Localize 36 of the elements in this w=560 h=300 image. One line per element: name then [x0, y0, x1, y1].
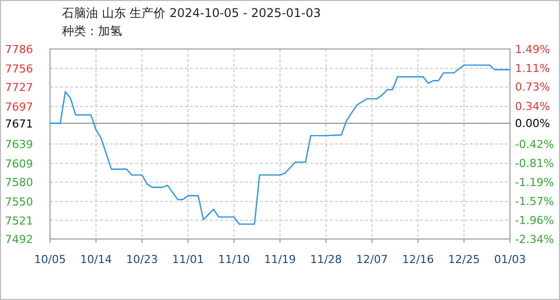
chart-subtitle: 种类：加氢: [62, 24, 122, 38]
y-tick-label: 7609: [5, 157, 33, 170]
y-tick-label: 7580: [5, 176, 33, 190]
x-tick-label: 10/14: [80, 253, 112, 266]
x-tick-label: 10/05: [34, 253, 66, 266]
y2-tick-label: 0.34%: [515, 100, 550, 114]
x-tick-label: 11/10: [218, 253, 250, 266]
y-tick-label: 7727: [5, 81, 33, 94]
x-tick-label: 12/16: [402, 253, 434, 266]
y-tick-label: 7697: [5, 100, 33, 114]
line-series: [49, 64, 511, 225]
x-tick-label: 12/07: [356, 253, 388, 266]
x-tick-label: 10/23: [126, 253, 158, 266]
x-tick-label: 12/25: [448, 253, 480, 266]
y2-tick-label: 0.73%: [515, 80, 550, 94]
y-tick-label: 7671: [5, 117, 33, 130]
x-tick-label: 01/03: [494, 253, 526, 266]
y2-tick-label: -1.19%: [515, 176, 554, 189]
x-tick-label: 11/19: [264, 253, 296, 266]
y2-tick-label: -1.96%: [515, 214, 554, 228]
y2-tick-label: 1.11%: [515, 62, 550, 75]
y-tick-label: 7492: [5, 233, 33, 246]
y2-tick-label: -2.34%: [515, 233, 554, 246]
y2-tick-label: 1.49%: [515, 43, 550, 56]
y2-tick-label: -0.42%: [515, 138, 554, 151]
y-tick-label: 7786: [5, 43, 33, 56]
y2-tick-label: 0.00%: [515, 116, 550, 130]
x-tick-label: 11/28: [310, 253, 342, 266]
chart-title: 石脑油 山东 生产价 2024-10-05 - 2025-01-03: [62, 6, 321, 20]
y2-tick-label: -0.81%: [515, 157, 554, 170]
y-tick-label: 7550: [5, 196, 33, 209]
y-tick-label: 7521: [5, 214, 33, 228]
y-tick-label: 7639: [5, 138, 33, 151]
y2-tick-label: -1.57%: [515, 194, 554, 208]
y-tick-label: 7756: [5, 62, 33, 76]
x-tick-label: 11/01: [172, 253, 204, 266]
